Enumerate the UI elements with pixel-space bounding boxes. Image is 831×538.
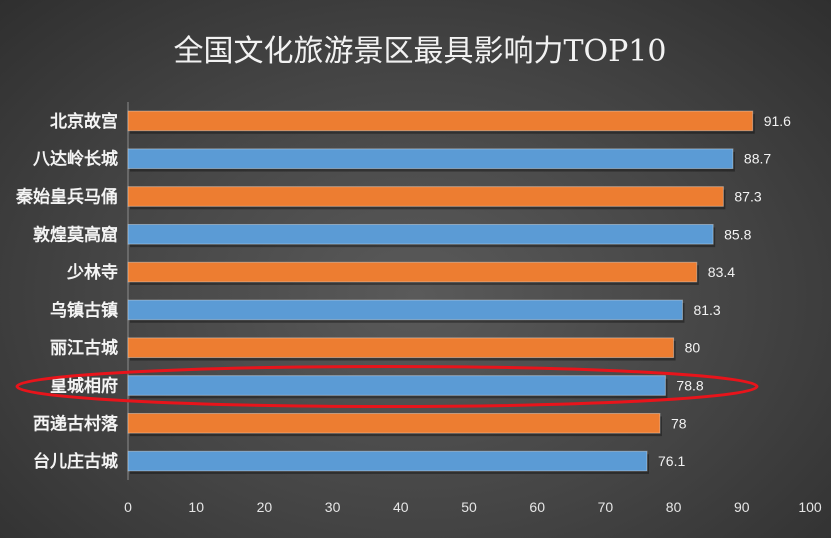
- value-label: 83.4: [708, 264, 735, 280]
- x-tick-label: 0: [124, 499, 132, 515]
- x-tick-label: 60: [529, 499, 545, 515]
- bar: [127, 450, 648, 472]
- category-label: 少林寺: [66, 262, 118, 283]
- value-label: 80: [685, 340, 701, 356]
- category-label: 秦始皇兵马俑: [16, 187, 118, 208]
- x-tick-label: 40: [393, 499, 409, 515]
- category-label: 丽江古城: [50, 338, 118, 359]
- value-label: 85.8: [724, 226, 751, 242]
- x-tick-label: 10: [188, 499, 204, 515]
- bar: [127, 375, 666, 396]
- x-tick-label: 70: [598, 499, 614, 515]
- value-label: 78: [671, 415, 687, 431]
- value-label: 81.3: [693, 302, 720, 318]
- x-tick-label: 30: [325, 499, 341, 515]
- x-tick-label: 20: [257, 499, 273, 515]
- category-label: 西递古村落: [33, 413, 119, 434]
- bar: [127, 261, 698, 283]
- value-label: 78.8: [676, 378, 703, 394]
- value-label: 91.6: [764, 113, 791, 129]
- value-label: 87.3: [734, 189, 761, 205]
- bar: [127, 186, 724, 207]
- x-tick-label: 80: [666, 499, 682, 515]
- bar: [127, 110, 754, 132]
- value-label: 88.7: [744, 151, 771, 167]
- value-label: 76.1: [658, 453, 685, 469]
- category-label: 北京故宫: [50, 111, 118, 132]
- category-label: 台儿庄古城: [33, 451, 118, 472]
- x-tick-label: 100: [798, 499, 822, 515]
- category-label: 敦煌莫高窟: [33, 224, 118, 245]
- category-label: 乌镇古镇: [50, 300, 118, 321]
- bar: [127, 223, 714, 245]
- category-label: 八达岭长城: [33, 149, 118, 170]
- x-tick-label: 90: [734, 499, 750, 515]
- highlight-ellipse: [15, 365, 759, 408]
- category-label: 皇城相府: [50, 376, 118, 397]
- bar: [127, 337, 675, 359]
- x-tick-label: 50: [461, 499, 477, 515]
- bar: [127, 299, 683, 321]
- bar: [127, 148, 734, 170]
- chart-title: 全国文化旅游景区最具影响力TOP10: [174, 34, 667, 69]
- bar: [127, 412, 661, 434]
